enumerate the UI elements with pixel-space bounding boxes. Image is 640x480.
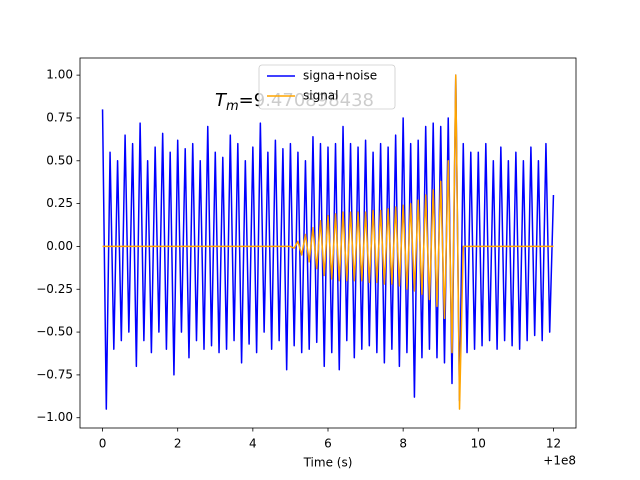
x-tick-label: 0 (99, 437, 107, 451)
x-tick-label: 6 (324, 437, 332, 451)
x-offset-label: +1e8 (543, 454, 576, 468)
y-tick-label: 0.50 (46, 153, 73, 167)
x-tick-label: 12 (546, 437, 561, 451)
y-tick-label: 0.25 (46, 196, 73, 210)
y-tick-label: −0.50 (36, 325, 73, 339)
y-tick-label: 1.00 (46, 68, 73, 82)
x-tick-label: 8 (399, 437, 407, 451)
y-tick-label: −0.25 (36, 282, 73, 296)
y-tick-label: 0.00 (46, 239, 73, 253)
y-tick-label: −1.00 (36, 410, 73, 424)
y-tick-label: −0.75 (36, 367, 73, 381)
x-axis-label: Time (s) (303, 456, 353, 470)
legend-label: signal (303, 89, 339, 103)
y-tick-label: 0.75 (46, 110, 73, 124)
series-line (101, 74, 555, 410)
annotation-subscript: m (226, 99, 239, 114)
x-tick-label: 4 (249, 437, 257, 451)
legend-label: signa+noise (303, 69, 377, 83)
x-tick-label: 2 (174, 437, 182, 451)
x-tick-label: 10 (471, 437, 486, 451)
annotation-symbol: T (215, 90, 228, 111)
series-line (102, 74, 554, 410)
plot-frame (79, 57, 577, 429)
